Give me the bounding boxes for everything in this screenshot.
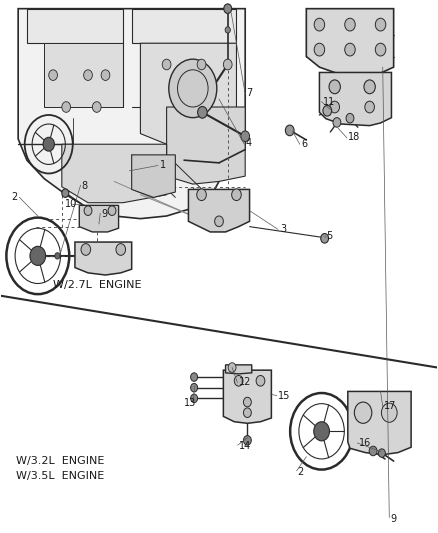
Text: 2: 2 [12,192,18,203]
Text: 13: 13 [184,398,196,408]
Text: 10: 10 [65,199,78,209]
Text: 7: 7 [247,88,253,98]
Circle shape [329,80,340,94]
Circle shape [197,59,206,70]
Polygon shape [188,189,250,232]
Circle shape [365,101,374,113]
Circle shape [244,435,251,445]
Text: 3: 3 [280,224,286,235]
Text: 2: 2 [297,467,304,477]
Polygon shape [226,365,252,374]
Circle shape [330,101,339,113]
Text: 14: 14 [239,441,251,451]
Circle shape [62,102,71,112]
Circle shape [223,59,232,70]
Text: 12: 12 [239,377,251,387]
Circle shape [84,70,92,80]
Circle shape [92,102,101,112]
Polygon shape [348,391,411,455]
Circle shape [375,18,386,31]
Circle shape [191,383,198,392]
Circle shape [314,18,325,31]
Circle shape [191,394,198,402]
Circle shape [162,59,171,70]
Circle shape [197,189,206,200]
Polygon shape [166,107,245,184]
Circle shape [333,118,341,127]
Polygon shape [223,370,272,423]
Circle shape [43,138,54,151]
Circle shape [244,397,251,407]
Circle shape [286,125,294,136]
Polygon shape [132,9,237,43]
Circle shape [381,403,397,422]
Circle shape [49,70,57,80]
Text: 5: 5 [326,231,332,241]
Circle shape [244,408,251,417]
Polygon shape [141,43,237,144]
Text: 17: 17 [384,401,396,411]
Polygon shape [18,9,245,219]
Circle shape [314,43,325,56]
Circle shape [241,131,250,142]
Text: 8: 8 [81,181,88,191]
Circle shape [62,189,69,197]
Circle shape [345,18,355,31]
Text: 18: 18 [348,132,360,142]
Circle shape [224,4,232,13]
Text: W/2.7L  ENGINE: W/2.7L ENGINE [53,280,141,290]
Circle shape [30,246,46,265]
Circle shape [228,363,236,372]
Circle shape [84,206,92,215]
Text: 1: 1 [160,160,166,171]
Circle shape [116,244,126,255]
Text: W/3.5L  ENGINE: W/3.5L ENGINE [16,472,104,481]
Text: 4: 4 [245,138,251,148]
Text: 11: 11 [322,96,335,107]
Circle shape [81,244,91,255]
Polygon shape [62,144,166,203]
Circle shape [101,70,110,80]
Polygon shape [132,155,175,197]
Circle shape [364,80,375,94]
Circle shape [369,446,377,456]
Text: 6: 6 [301,139,307,149]
Circle shape [378,449,385,457]
Circle shape [375,43,386,56]
Circle shape [256,375,265,386]
Text: 9: 9 [101,209,107,220]
Circle shape [323,106,332,116]
Polygon shape [75,242,132,275]
Circle shape [198,107,207,118]
Circle shape [225,27,230,33]
Circle shape [354,402,372,423]
Circle shape [314,422,329,441]
Circle shape [215,216,223,227]
Circle shape [108,206,116,215]
Circle shape [346,114,354,123]
Circle shape [234,375,243,386]
Polygon shape [79,205,119,232]
Text: W/3.2L  ENGINE: W/3.2L ENGINE [16,456,104,465]
Text: 16: 16 [359,438,371,448]
Circle shape [321,233,328,243]
Text: 9: 9 [391,514,397,524]
Polygon shape [44,43,123,107]
Polygon shape [27,9,123,43]
Circle shape [232,189,241,200]
Circle shape [55,253,60,259]
Circle shape [345,43,355,56]
Polygon shape [306,9,394,76]
Polygon shape [319,72,392,126]
Circle shape [191,373,198,381]
Circle shape [169,59,217,118]
Text: 15: 15 [278,391,290,401]
